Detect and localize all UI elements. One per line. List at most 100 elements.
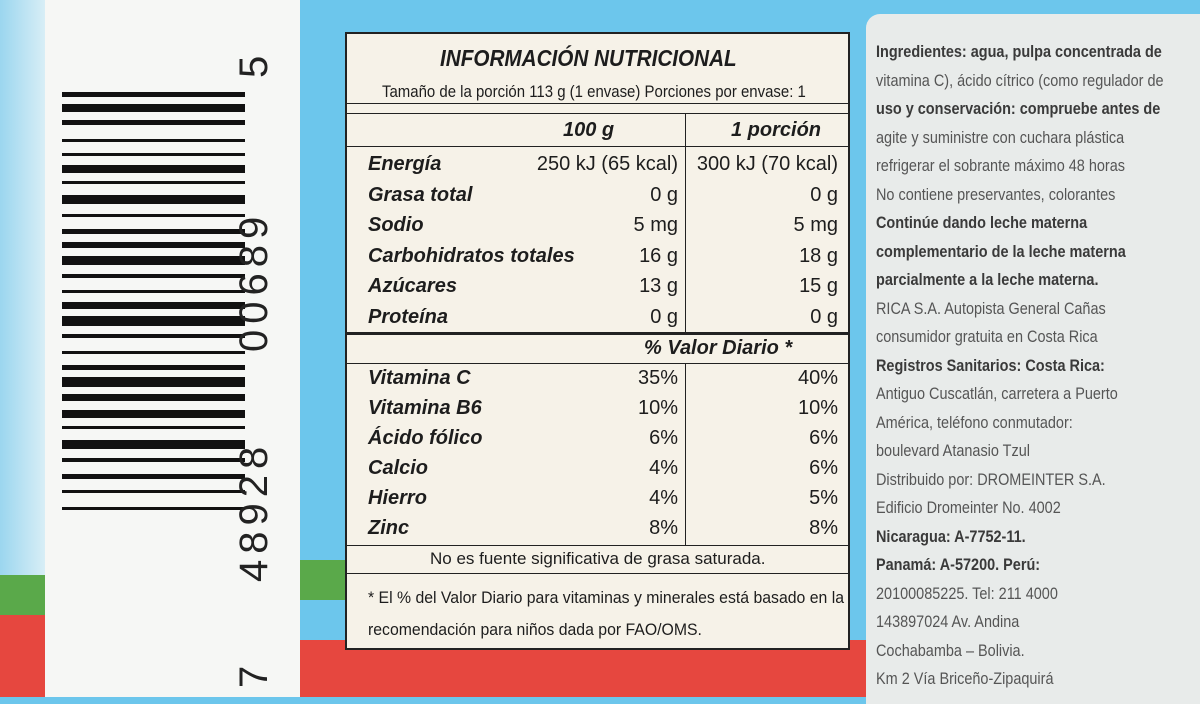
serving: Tamaño de la porción 113 g (1 envase) Po… (382, 82, 806, 101)
barcode-bar (62, 316, 245, 326)
ingredient-line: No contiene preservantes, colorantes (876, 184, 1116, 204)
daily-value-header: % Valor Diario * (644, 337, 793, 359)
barcode-bar (62, 350, 245, 354)
barcode-digit: 7 (232, 659, 276, 688)
footnote: recomendación para niños dada por FAO/OM… (368, 620, 702, 639)
ingredient-line: Panamá: A-57200. Perú: (876, 555, 1041, 574)
row-value: 0 g (810, 183, 838, 206)
stripe (0, 615, 45, 697)
barcode-bar (62, 165, 245, 174)
row-value: 6% (809, 457, 838, 479)
row-value: 10% (797, 397, 838, 419)
barcode-bar (62, 302, 245, 309)
row-value: 4% (649, 457, 678, 479)
row-value: 15 g (799, 275, 838, 297)
row-name: Vitamina C (368, 367, 471, 389)
row-name: Zinc (368, 517, 410, 539)
ingredient-line: América, teléfono conmutador: (876, 412, 1073, 432)
rule (685, 363, 686, 545)
ingredient-line: Cochabamba – Bolivia. (876, 640, 1025, 660)
row-value: 8% (649, 517, 678, 539)
row-value: 0 g (650, 183, 678, 206)
ingredient-line: Ingredientes: agua, pulpa concentrada de (876, 42, 1162, 61)
barcode-bar (62, 152, 245, 156)
column-header: 1 porción (731, 119, 822, 141)
barcode-bar (62, 274, 245, 278)
rule (347, 363, 848, 364)
nutrition-box (345, 32, 850, 650)
barcode-bar (62, 474, 245, 479)
row-value: 4% (649, 487, 678, 509)
row-value: 40% (797, 367, 838, 389)
barcode-bar (62, 138, 245, 142)
ingredient-line: parcialmente a la leche materna. (876, 270, 1099, 289)
footnote: * El % del Valor Diario para vitaminas y… (368, 588, 845, 607)
row-value: 8% (809, 517, 838, 539)
row-value: 250 kJ (65 kcal) (536, 153, 678, 175)
rule (347, 103, 848, 104)
row-value: 0 g (650, 305, 678, 328)
ingredient-line: Km 2 Vía Briceño-Zipaquirá (876, 669, 1054, 688)
rule (347, 573, 848, 574)
row-value: 300 kJ (70 kcal) (696, 153, 838, 175)
row-value: 35% (637, 367, 678, 389)
ingredient-line: complementario de la leche materna (876, 241, 1126, 261)
barcode-bar (62, 333, 245, 339)
barcode-bar (62, 410, 245, 418)
row-name: Calcio (368, 457, 429, 479)
row-value: 0 g (810, 305, 838, 328)
row-value: 16 g (639, 244, 678, 267)
barcode-bar (62, 439, 245, 450)
barcode-bar (62, 229, 245, 234)
ingredient-line: RICA S.A. Autopista General Cañas (876, 298, 1106, 318)
barcode-bar (62, 377, 245, 387)
title: INFORMACIÓN NUTRICIONAL (440, 45, 737, 71)
barcode-bar (62, 364, 245, 370)
row-value: 10% (637, 397, 678, 419)
row-name: Azúcares (368, 275, 457, 297)
row-name: Energía (368, 153, 442, 175)
barcode-bar (62, 92, 245, 97)
stripe (300, 560, 350, 600)
barcode-bar (62, 394, 245, 401)
ingredient-line: vitamina C), ácido cítrico (como regulad… (876, 70, 1164, 90)
barcode-bar (62, 241, 245, 248)
barcode-bar (62, 194, 245, 205)
rule (347, 332, 848, 335)
ingredient-line: agite y suministre con cuchara plástica (876, 127, 1125, 147)
barcode-bar (62, 290, 245, 294)
barcode-bar (62, 255, 245, 266)
barcode-bar (62, 506, 245, 510)
row-value: 13 g (639, 275, 678, 297)
barcode-bar (62, 213, 245, 217)
barcode-digit: 48928 (232, 440, 276, 582)
ingredient-line: boulevard Atanasio Tzul (876, 441, 1030, 460)
barcode-bar (62, 458, 245, 462)
rule (347, 146, 848, 147)
barcode-panel (45, 0, 300, 697)
barcode-bar (62, 104, 245, 113)
row-value: 6% (649, 427, 678, 449)
column-header: 100 g (563, 119, 615, 141)
ingredients-panel (866, 14, 1200, 704)
row-value: 18 g (799, 244, 838, 267)
ingredient-line: Registros Sanitarios: Costa Rica: (876, 355, 1105, 375)
barcode-bar (62, 489, 245, 493)
ingredient-line: Continúe dando leche materna (876, 213, 1088, 232)
row-name: Grasa total (368, 183, 473, 206)
barcode-digit: 5 (232, 49, 276, 78)
row-value: 5 mg (633, 214, 678, 236)
ingredient-line: Antiguo Cuscatlán, carretera a Puerto (876, 384, 1118, 403)
row-name: Ácido fólico (368, 427, 483, 449)
barcode-digit: 00689 (232, 210, 276, 352)
row-name: Proteína (368, 305, 449, 328)
ingredient-line: 20100085225. Tel: 211 4000 (876, 583, 1058, 603)
barcode-bar (62, 120, 245, 125)
ingredient-line: Edificio Dromeinter No. 4002 (876, 498, 1061, 517)
note: No es fuente significativa de grasa satu… (430, 549, 766, 568)
ingredient-line: uso y conservación: compruebe antes de (876, 99, 1161, 118)
row-value: 5% (809, 487, 838, 509)
ingredient-line: Nicaragua: A-7752-11. (876, 526, 1026, 546)
ingredient-line: Distribuido por: DROMEINTER S.A. (876, 469, 1106, 489)
